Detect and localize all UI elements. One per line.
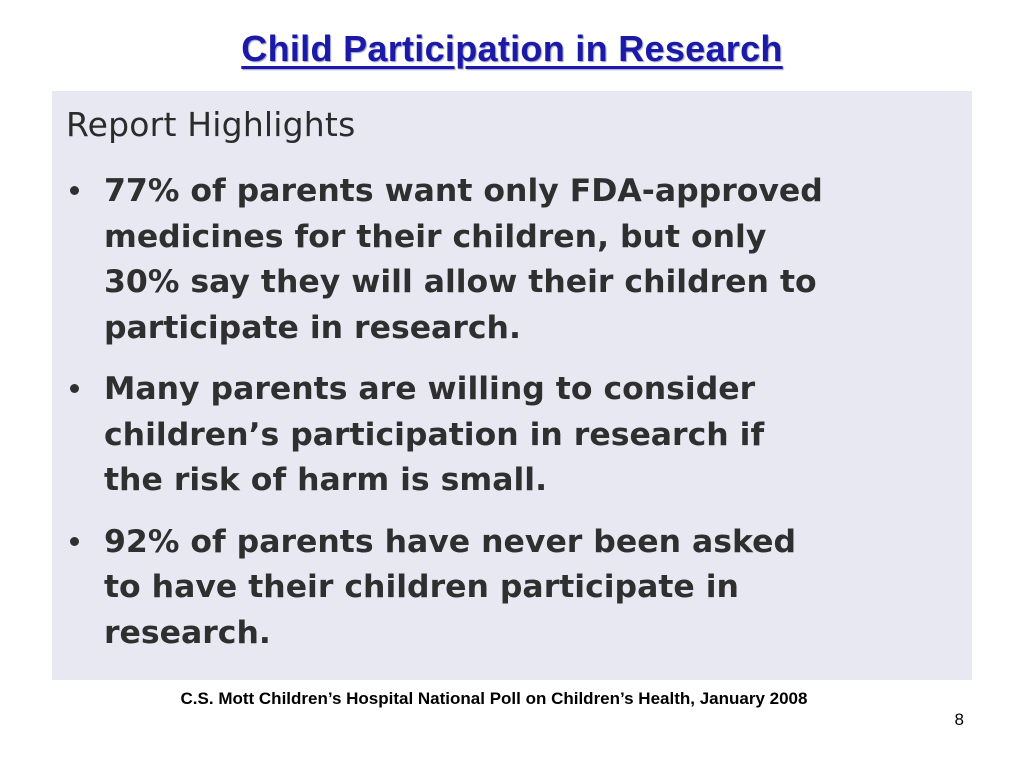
slide-title: Child Participation in Research bbox=[241, 28, 783, 69]
bullet-line: research. bbox=[104, 614, 271, 651]
report-highlights-image: Report Highlights 77% of parents want on… bbox=[52, 91, 972, 680]
bullet-willing-to-consider: Many parents are willing to consider chi… bbox=[62, 367, 962, 504]
page-number: 8 bbox=[954, 710, 964, 729]
bullet-line: 77% of parents want only FDA-approved bbox=[104, 173, 823, 209]
bullet-never-asked: 92% of parents have never been asked to … bbox=[62, 520, 962, 657]
bullet-line: participate in research. bbox=[104, 309, 521, 346]
bullet-line: children’s participation in research if bbox=[104, 416, 765, 453]
bullet-line: medicines for their children, but only bbox=[104, 218, 767, 255]
report-highlights-heading: Report Highlights bbox=[66, 105, 356, 144]
bullet-dot-icon bbox=[70, 384, 79, 393]
bullet-line: to have their children participate in bbox=[104, 569, 739, 605]
bullet-dot-icon bbox=[70, 186, 79, 195]
source-citation: C.S. Mott Children’s Hospital National P… bbox=[180, 689, 808, 708]
bullet-fda-approved: 77% of parents want only FDA-approved me… bbox=[62, 169, 962, 351]
bullet-line: 30% say they will allow their children t… bbox=[104, 264, 817, 300]
highlights-bullet-list: 77% of parents want only FDA-approved me… bbox=[62, 169, 962, 672]
bullet-line: Many parents are willing to consider bbox=[104, 371, 756, 407]
bullet-dot-icon bbox=[70, 536, 79, 546]
bullet-line: 92% of parents have never been asked bbox=[104, 523, 797, 560]
bullet-line: the risk of harm is small. bbox=[104, 462, 548, 498]
